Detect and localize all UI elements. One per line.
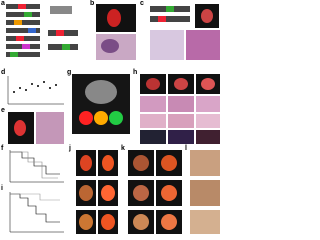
panel-j [76,150,118,234]
panel-label: g [67,69,71,76]
panel-g [72,74,130,134]
panel-k [128,150,182,234]
panel-l [190,150,220,234]
panel-d [7,76,64,105]
panel-label: k [121,145,125,152]
panel-label: c [140,0,144,7]
panel-h [140,74,220,144]
panel-label: h [133,69,137,76]
panel-label: b [90,0,94,7]
panel-label: d [1,69,5,76]
panel-f [9,150,64,183]
panel-i [9,192,64,233]
figure: a b c d e f g h i j k l [1,0,220,234]
panel-c [150,4,220,60]
panel-b [96,4,136,60]
panel-label: a [1,0,5,7]
panel-label: e [1,107,5,114]
panel-label: j [68,145,71,152]
panel-label: i [1,185,3,192]
panel-e [8,112,64,144]
panel-label: l [185,145,187,152]
panel-a [6,4,78,57]
panel-label: f [1,145,4,152]
